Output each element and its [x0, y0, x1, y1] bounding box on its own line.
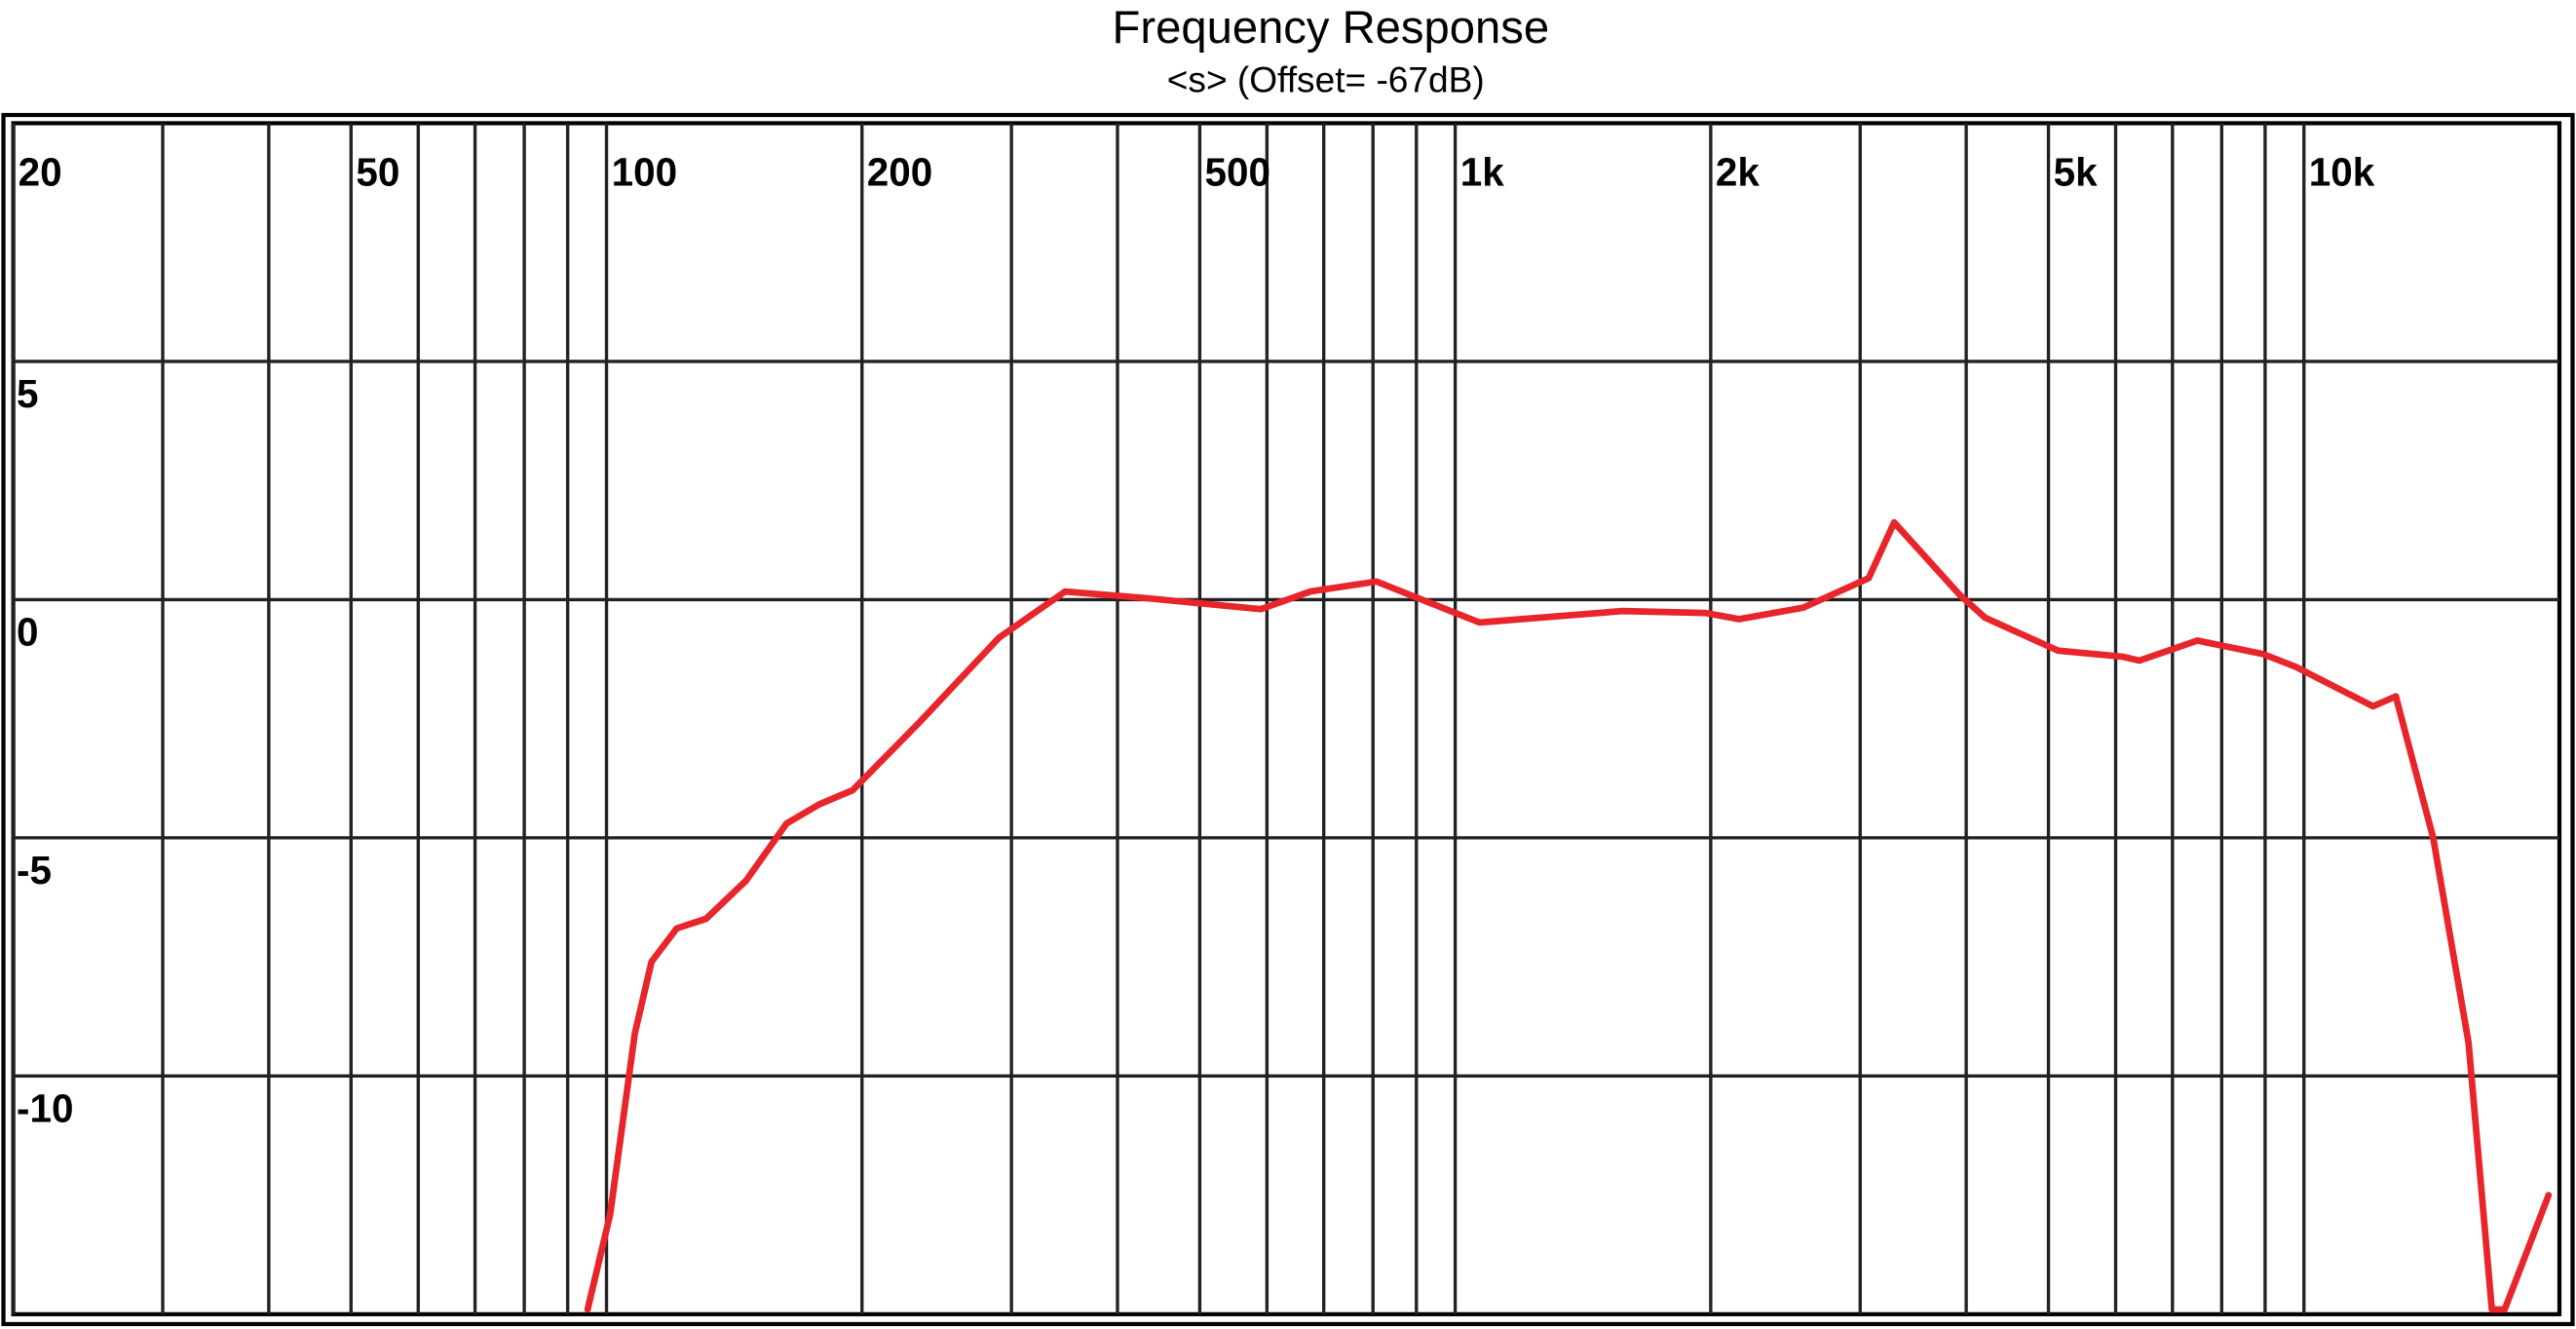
x-tick-label: 20 [19, 150, 62, 195]
x-tick-label: 50 [356, 150, 399, 195]
plot-frame [11, 121, 2562, 1316]
y-tick-label: 0 [17, 610, 39, 655]
x-tick-label: 1k [1460, 150, 1504, 195]
y-tick-label: -5 [17, 848, 52, 892]
outer-frame [1, 112, 2575, 1327]
y-tick-label: 5 [17, 371, 39, 416]
x-tick-label: 2k [1716, 150, 1760, 195]
y-tick-label: -10 [17, 1086, 73, 1131]
x-tick-label: 200 [867, 150, 933, 195]
x-tick-label: 100 [612, 150, 677, 195]
x-tick-label: 10k [2309, 150, 2375, 195]
x-tick-label: 5k [2054, 150, 2098, 195]
x-tick-label: 500 [1204, 150, 1269, 195]
chart-title: Frequency Response [1113, 2, 1550, 54]
chart-subtitle: <s> (Offset= -67dB) [1167, 58, 1485, 99]
response-line [584, 518, 2553, 1313]
